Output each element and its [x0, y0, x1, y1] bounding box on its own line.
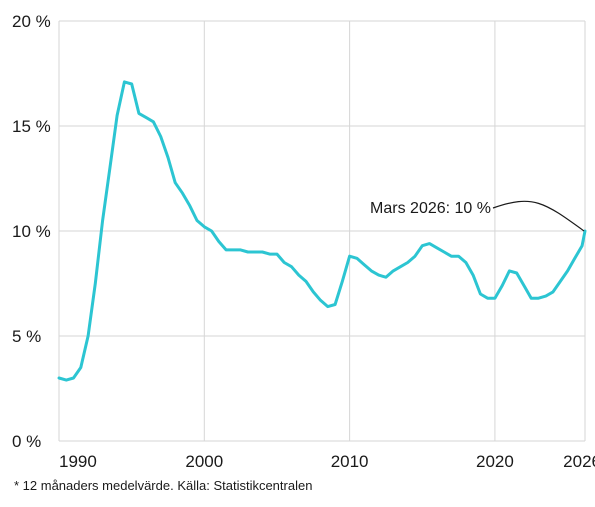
annotation-leader-line	[492, 200, 585, 232]
y-tick-label: 0 %	[12, 432, 41, 451]
footnote: * 12 månaders medelvärde. Källa: Statist…	[14, 478, 313, 493]
axes: 0 % 5 % 10 % 15 % 20 % 1990 2000 2010 2020 2026	[12, 12, 595, 471]
y-tick-label: 20 %	[12, 12, 51, 31]
x-tick-label: 2020	[476, 452, 514, 471]
y-tick-label: 10 %	[12, 222, 51, 241]
series-line	[57, 80, 587, 382]
x-tick-label: 2000	[185, 452, 223, 471]
annotation-label: Mars 2026: 10 %	[370, 200, 491, 217]
y-tick-label: 5 %	[12, 327, 41, 346]
x-tick-label: 2026	[563, 452, 595, 471]
annotation: Mars 2026: 10 %	[370, 200, 585, 232]
grid	[58, 20, 586, 442]
series-line-group	[57, 80, 587, 382]
x-tick-label: 2010	[331, 452, 369, 471]
y-tick-label: 15 %	[12, 117, 51, 136]
x-tick-label: 1990	[59, 452, 97, 471]
unemployment-line-chart: 0 % 5 % 10 % 15 % 20 % 1990 2000 2010 2020 2026 M…	[12, 12, 595, 471]
